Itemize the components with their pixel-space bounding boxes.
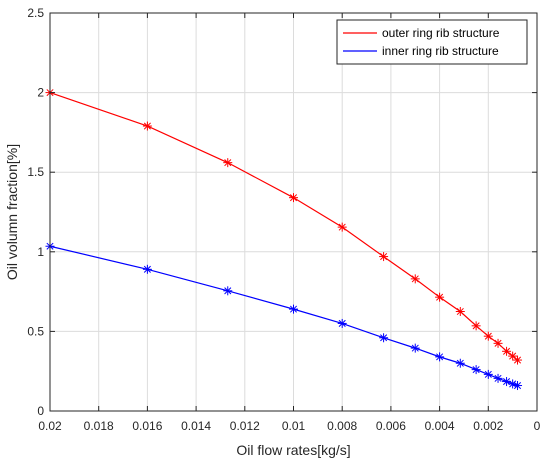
outer-ring-data-point xyxy=(337,222,347,232)
inner-ring-data-point xyxy=(513,381,523,391)
outer-ring-legend-label: outer ring rib structure xyxy=(382,26,500,40)
inner-ring-data-point xyxy=(289,304,298,314)
inner-ring-data-point xyxy=(379,333,389,343)
y-tick-label: 1 xyxy=(37,245,44,259)
outer-ring-data-point xyxy=(410,274,420,284)
outer-ring-data-point xyxy=(493,338,503,348)
inner-ring-data-point xyxy=(410,343,420,353)
outer-ring-data-point xyxy=(513,355,523,365)
outer-ring-data-point xyxy=(508,351,518,361)
inner-ring-data-point xyxy=(337,318,347,328)
inner-ring-data-point xyxy=(455,358,465,368)
outer-ring-data-point xyxy=(471,321,481,331)
outer-ring-data-point xyxy=(435,292,445,302)
axis-ticks: 0.02 0.018 0.016 0.014 0.012 0.01 0.008 0.006 0.… xyxy=(27,6,540,433)
x-tick-label: 0.006 xyxy=(376,419,406,433)
inner-ring-data-point xyxy=(223,286,233,296)
outer-ring-data-point xyxy=(502,346,512,356)
y-tick-label: 0 xyxy=(37,404,44,418)
inner-ring-data-point xyxy=(483,369,493,379)
x-tick-label: 0.004 xyxy=(425,419,455,433)
x-tick-label: 0.01 xyxy=(282,419,306,433)
y-tick-label: 2.5 xyxy=(27,6,44,20)
x-tick-label: 0.014 xyxy=(181,419,211,433)
legend: outer ring rib structure inner ring rib s… xyxy=(336,19,528,65)
outer-ring-data-point xyxy=(483,331,493,341)
inner-ring-data-point xyxy=(471,365,481,375)
outer-ring-data-point xyxy=(142,121,152,131)
inner-ring-data-point xyxy=(493,373,503,383)
outer-ring-data-point xyxy=(289,193,298,203)
x-tick-label: 0.016 xyxy=(132,419,162,433)
outer-ring-data-point xyxy=(379,252,389,262)
inner-ring-legend-label: inner ring rib structure xyxy=(382,44,499,58)
outer-ring-data-point xyxy=(223,158,233,168)
x-axis-title: Oil flow rates[kg/s] xyxy=(236,442,350,458)
x-tick-label: 0.002 xyxy=(473,419,503,433)
legend-box xyxy=(336,19,528,65)
y-tick-label: 1.5 xyxy=(27,165,44,179)
y-tick-label: 0.5 xyxy=(27,324,44,338)
x-tick-label: 0 xyxy=(534,419,541,433)
inner-ring-data-point xyxy=(142,264,152,274)
x-tick-label: 0.018 xyxy=(84,419,114,433)
y-tick-label: 2 xyxy=(37,86,44,100)
series-layer xyxy=(45,88,523,391)
x-tick-label: 0.02 xyxy=(38,419,62,433)
inner-ring-data-point xyxy=(435,352,445,362)
x-tick-label: 0.008 xyxy=(327,419,357,433)
outer-ring-data-point xyxy=(455,307,465,316)
x-tick-label: 0.012 xyxy=(230,419,260,433)
y-axis-title: Oil volumn fraction[%] xyxy=(4,144,20,280)
